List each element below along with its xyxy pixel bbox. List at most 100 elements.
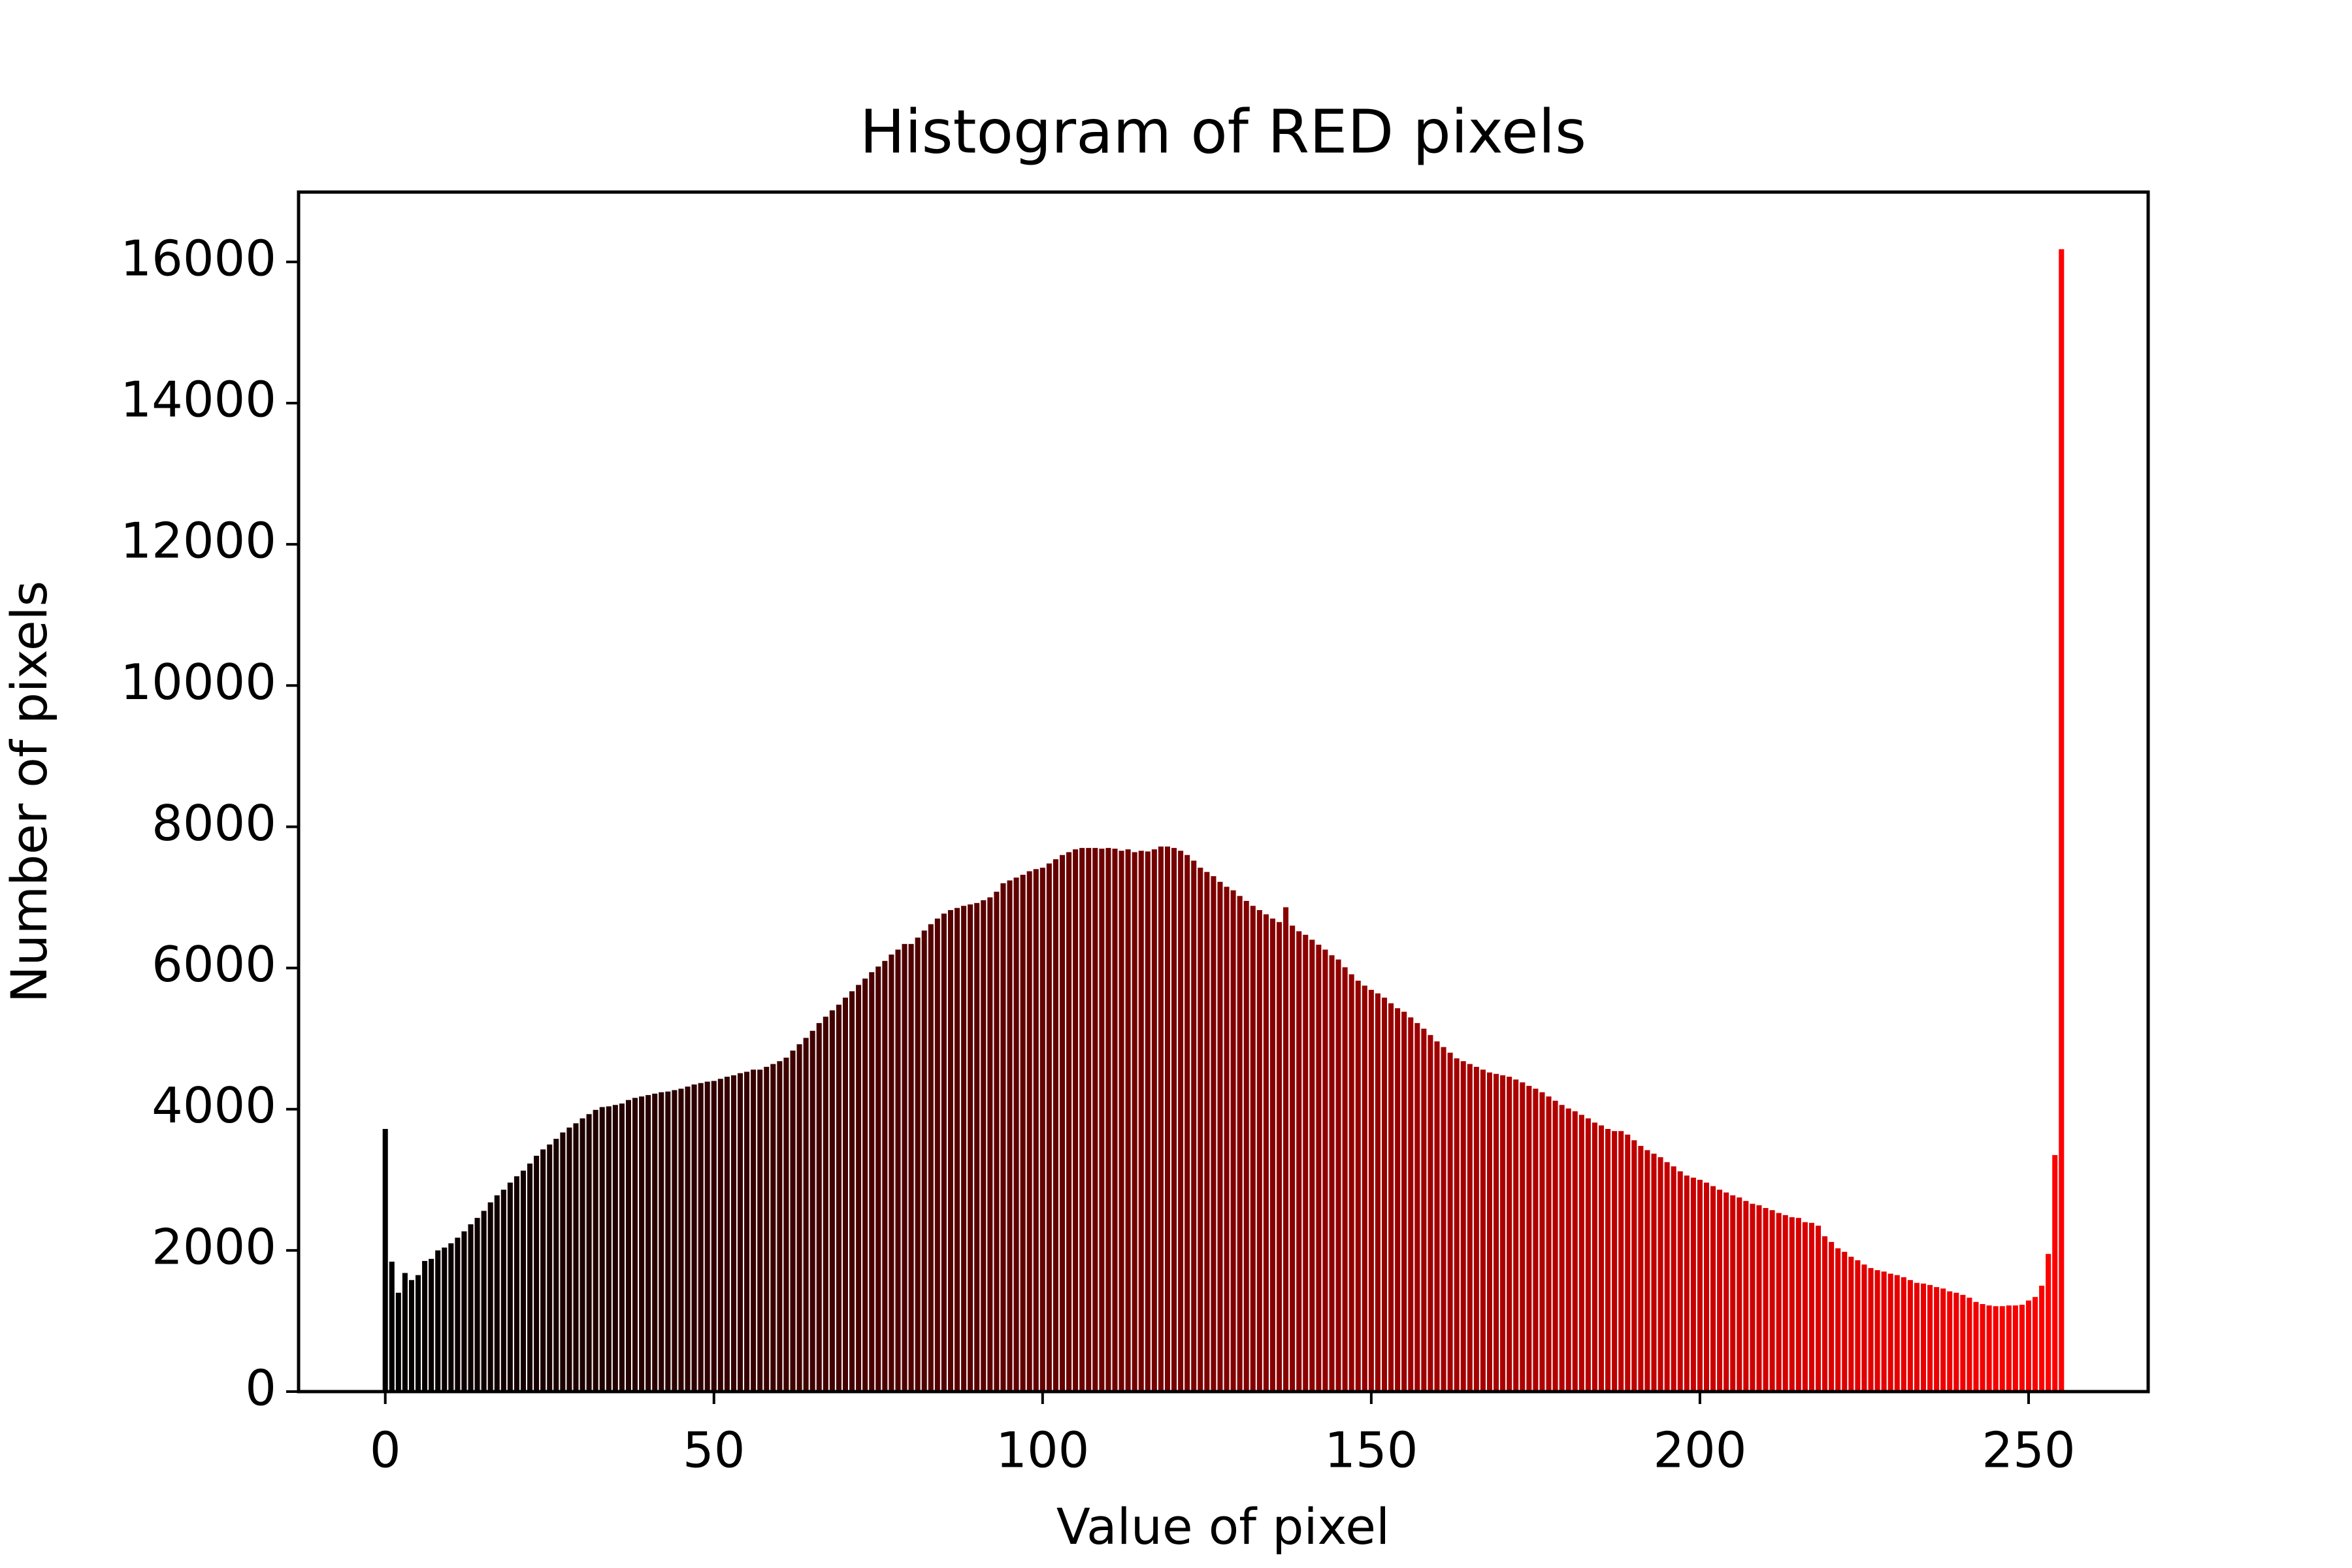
bar xyxy=(717,1079,723,1392)
bar xyxy=(1204,872,1210,1392)
y-tick-label: 8000 xyxy=(152,794,276,852)
bar xyxy=(974,903,980,1392)
bar xyxy=(632,1098,638,1392)
bar xyxy=(751,1070,757,1392)
bar xyxy=(2046,1254,2051,1392)
bar xyxy=(1211,876,1217,1392)
bar xyxy=(1486,1072,1492,1392)
bar xyxy=(639,1096,645,1392)
bar xyxy=(941,913,947,1392)
bar xyxy=(1066,852,1072,1392)
bar xyxy=(402,1273,408,1392)
bar xyxy=(1099,848,1105,1392)
bar xyxy=(1184,855,1190,1392)
bar xyxy=(691,1084,697,1392)
bar xyxy=(1901,1277,1906,1392)
bar xyxy=(1269,918,1275,1392)
bar xyxy=(1644,1150,1650,1392)
bar xyxy=(1480,1070,1486,1392)
bar xyxy=(744,1071,750,1392)
bar xyxy=(1782,1215,1788,1392)
bar xyxy=(1605,1128,1611,1392)
bar xyxy=(2019,1305,2025,1392)
bar xyxy=(2033,1297,2038,1392)
bar xyxy=(415,1275,421,1392)
bar xyxy=(1848,1256,1854,1392)
bar xyxy=(1105,847,1111,1392)
bar xyxy=(1894,1275,1900,1392)
bar xyxy=(698,1083,704,1392)
bar xyxy=(1119,851,1124,1392)
bar xyxy=(1829,1241,1835,1392)
bar xyxy=(1059,855,1066,1392)
bar xyxy=(481,1211,487,1392)
bar xyxy=(1381,997,1388,1392)
bar xyxy=(1671,1166,1676,1392)
bar xyxy=(856,985,862,1392)
bar xyxy=(1309,939,1315,1392)
bar xyxy=(1980,1303,1985,1392)
bar xyxy=(1934,1287,1940,1392)
bar xyxy=(1467,1064,1473,1392)
bar xyxy=(1907,1280,1913,1392)
bar xyxy=(1388,1003,1394,1392)
bar xyxy=(1999,1306,2005,1392)
bar xyxy=(934,918,940,1392)
bar xyxy=(606,1106,612,1392)
bar xyxy=(1769,1210,1775,1392)
bar xyxy=(796,1044,802,1392)
y-tick-label: 16000 xyxy=(120,229,276,287)
bar xyxy=(790,1051,796,1392)
bar xyxy=(1243,900,1249,1392)
bar xyxy=(704,1081,710,1392)
bar xyxy=(1329,955,1335,1392)
bar xyxy=(645,1095,651,1392)
bar xyxy=(580,1118,585,1392)
bar xyxy=(1375,993,1380,1392)
bar xyxy=(1677,1171,1683,1392)
bar xyxy=(429,1258,434,1392)
bar xyxy=(2012,1305,2018,1392)
chart-title: Histogram of RED pixels xyxy=(860,97,1586,167)
bar xyxy=(1217,881,1223,1392)
bar xyxy=(520,1170,527,1392)
bar xyxy=(1000,883,1006,1392)
bar xyxy=(665,1091,671,1392)
bar xyxy=(803,1037,809,1392)
bar xyxy=(395,1292,401,1392)
bar xyxy=(1401,1011,1407,1392)
bar xyxy=(1776,1213,1782,1392)
bar xyxy=(1296,931,1302,1392)
bar xyxy=(1816,1226,1821,1392)
bar xyxy=(987,897,993,1392)
bar xyxy=(842,997,849,1392)
bar xyxy=(1250,906,1256,1392)
bar xyxy=(895,949,901,1392)
bar xyxy=(1546,1096,1552,1392)
bar xyxy=(1447,1053,1453,1392)
bar xyxy=(1046,863,1052,1392)
bar xyxy=(442,1247,448,1392)
bar xyxy=(1132,852,1137,1392)
bar xyxy=(652,1093,658,1392)
bar xyxy=(1638,1145,1644,1392)
y-tick-label: 12000 xyxy=(120,512,276,570)
plot-frame xyxy=(297,190,2150,1394)
bar xyxy=(1342,967,1348,1392)
bar xyxy=(1697,1179,1703,1392)
bar xyxy=(678,1088,684,1392)
bar xyxy=(507,1183,513,1392)
bar xyxy=(1993,1306,1999,1392)
bar xyxy=(1565,1108,1571,1392)
bar xyxy=(1598,1125,1605,1392)
bar xyxy=(1276,922,1282,1392)
y-tick-label: 14000 xyxy=(120,371,276,429)
bar xyxy=(1592,1122,1597,1392)
bar xyxy=(468,1224,474,1392)
bar xyxy=(921,930,927,1392)
bar xyxy=(1533,1088,1539,1392)
bar xyxy=(612,1105,618,1392)
bar xyxy=(1973,1301,1979,1392)
bar xyxy=(2039,1285,2045,1392)
